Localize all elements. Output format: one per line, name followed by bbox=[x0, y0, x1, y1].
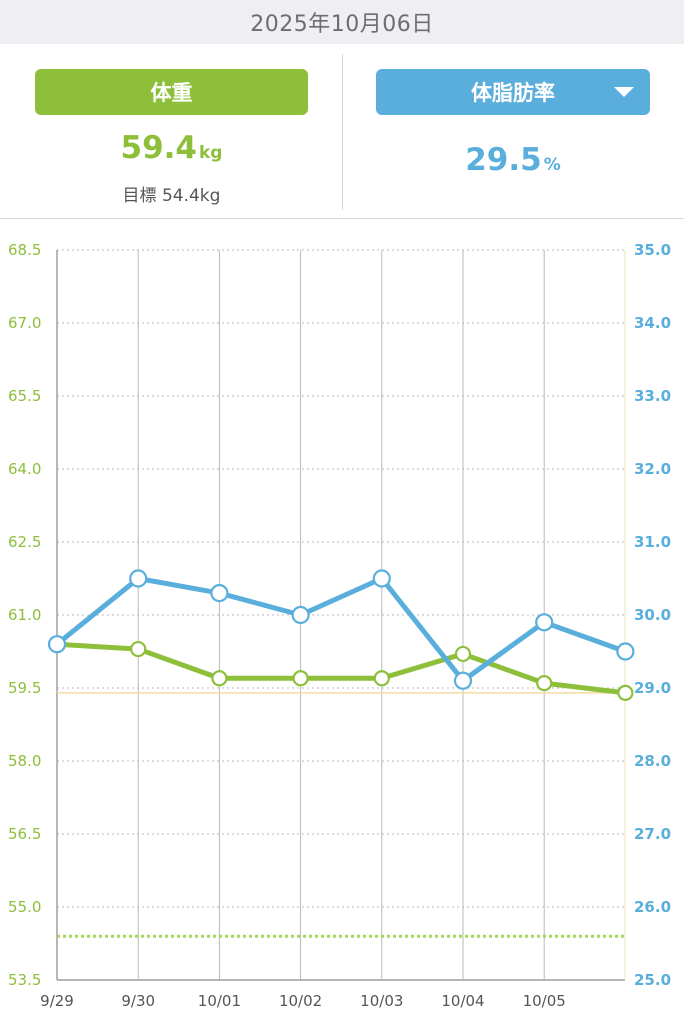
fat-data-point bbox=[453, 671, 473, 690]
weight-value: 59.4 kg bbox=[35, 130, 308, 166]
x-axis-tick-label: 10/02 bbox=[279, 992, 322, 1010]
fat-dropdown-button[interactable]: 体脂肪率 bbox=[376, 69, 650, 115]
weight-data-point bbox=[211, 670, 228, 687]
panel-divider bbox=[342, 54, 343, 210]
weight-unit: kg bbox=[199, 143, 223, 163]
weight-data-point bbox=[292, 670, 309, 687]
date-label: 2025年10月06日 bbox=[250, 12, 434, 37]
left-axis-tick-label: 59.5 bbox=[8, 679, 41, 697]
x-axis-tick-label: 9/30 bbox=[121, 992, 155, 1010]
left-axis-tick-label: 61.0 bbox=[8, 606, 41, 624]
trend-chart[interactable]: 53.5 55.0 56.5 58.0 59.5 61.0 62.5 64.0 65.5 67.0… bbox=[0, 218, 684, 1024]
fat-dropdown-label: 体脂肪率 bbox=[471, 81, 555, 105]
fat-data-point bbox=[129, 569, 148, 588]
x-axis-tick-label: 10/03 bbox=[360, 992, 403, 1010]
fat-data-point bbox=[47, 635, 67, 654]
fat-unit: % bbox=[543, 155, 561, 175]
fat-data-point bbox=[372, 569, 391, 588]
left-axis-tick-label: 64.0 bbox=[8, 460, 41, 478]
left-axis-tick-label: 53.5 bbox=[8, 971, 41, 989]
fat-data-point bbox=[210, 584, 229, 603]
left-axis-tick-label: 62.5 bbox=[8, 533, 41, 551]
right-axis-tick-label: 26.0 bbox=[634, 898, 671, 916]
x-axis-tick-label: 10/05 bbox=[523, 992, 566, 1010]
fat-number: 29.5 bbox=[465, 142, 542, 178]
weight-data-point bbox=[454, 645, 472, 663]
right-axis-tick-label: 25.0 bbox=[634, 971, 671, 989]
fat-value: 29.5% bbox=[376, 142, 650, 178]
weight-data-point bbox=[130, 640, 147, 658]
right-axis-tick-label: 31.0 bbox=[634, 533, 671, 551]
summary-panels: 体重 59.4 kg 目標 54.4kg 体脂肪率 29.5% bbox=[0, 44, 684, 219]
right-axis-tick-label: 27.0 bbox=[634, 825, 671, 843]
left-axis-tick-label: 65.5 bbox=[8, 387, 41, 405]
right-axis-tick-label: 35.0 bbox=[634, 241, 671, 259]
right-axis-tick-label: 28.0 bbox=[634, 752, 671, 770]
left-axis-tick-label: 55.0 bbox=[8, 898, 41, 916]
fat-series-line bbox=[54, 576, 628, 684]
right-axis-tick-label: 34.0 bbox=[634, 314, 671, 332]
fat-data-point bbox=[616, 642, 635, 661]
triangle-down-icon bbox=[614, 87, 634, 97]
weight-data-point bbox=[373, 670, 390, 687]
right-axis-tick-label: 33.0 bbox=[634, 387, 671, 405]
weight-goal: 目標 54.4kg bbox=[122, 186, 221, 206]
left-axis-tick-label: 68.5 bbox=[8, 241, 41, 259]
fat-data-point bbox=[535, 613, 554, 632]
weight-tab-label: 体重 bbox=[150, 81, 193, 105]
left-axis-tick-label: 58.0 bbox=[8, 752, 41, 770]
weight-data-point bbox=[536, 675, 553, 692]
fat-data-point bbox=[291, 605, 310, 625]
weight-tab-button[interactable]: 体重 bbox=[35, 69, 308, 115]
right-axis-tick-label: 30.0 bbox=[634, 606, 671, 624]
date-header: 2025年10月06日 bbox=[0, 0, 684, 44]
x-axis-tick-label: 10/04 bbox=[441, 992, 484, 1010]
left-axis-tick-label: 56.5 bbox=[8, 825, 41, 843]
x-axis-tick-label: 9/29 bbox=[40, 992, 74, 1010]
weight-series-line bbox=[54, 641, 628, 696]
left-axis-tick-label: 67.0 bbox=[8, 314, 41, 332]
weight-data-point bbox=[617, 684, 634, 701]
weight-number: 59.4 bbox=[120, 130, 198, 166]
right-axis-tick-label: 29.0 bbox=[634, 679, 671, 697]
right-axis-tick-label: 32.0 bbox=[634, 460, 671, 478]
x-axis-tick-label: 10/01 bbox=[198, 992, 241, 1010]
